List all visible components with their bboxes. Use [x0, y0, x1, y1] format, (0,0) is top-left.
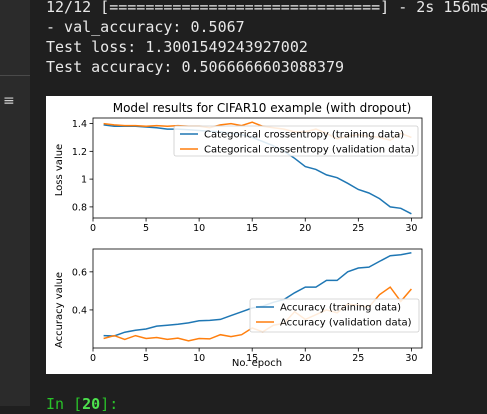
prompt-number: 20: [82, 395, 100, 413]
accuracy-axes-frame: [93, 249, 422, 348]
hamburger-menu-icon[interactable]: ≡: [3, 94, 15, 108]
accuracy-x-tick-label: 5: [143, 353, 149, 364]
chart-title: Model results for CIFAR10 example (with …: [113, 101, 412, 115]
accuracy-x-tick-label: 30: [405, 353, 417, 364]
next-input-prompt: In [20]:: [46, 394, 118, 414]
loss-x-tick-label: 30: [405, 223, 417, 234]
accuracy-y-tick-label: 0.6: [72, 267, 87, 278]
loss-y-tick-label: 1.4: [72, 119, 87, 130]
loss-subplot: 0 5 10 15 20 25 30 0.8 1 1.2 1.4 Categorical crosse…: [72, 118, 422, 234]
accuracy-x-tick-label: 10: [193, 353, 205, 364]
loss-x-tick-label: 25: [352, 223, 364, 234]
loss-x-tick-label: 5: [143, 223, 149, 234]
accuracy-x-tick-label: 0: [90, 353, 96, 364]
output-test-loss-line: Test loss: 1.3001549243927002: [46, 37, 308, 57]
loss-x-tick-label: 0: [90, 223, 96, 234]
plot-figure: Model results for CIFAR10 example (with …: [46, 96, 432, 374]
accuracy-y-tick-label: 0.4: [72, 305, 87, 316]
prompt-suffix: ]:: [100, 395, 118, 413]
output-progress-line: 12/12 [==============================] -…: [46, 0, 487, 17]
output-test-accuracy-line: Test accuracy: 0.5066666603088379: [46, 57, 344, 77]
loss-legend-entry: Categorical crossentropy (validation dat…: [204, 145, 415, 156]
prompt-prefix: In [: [46, 395, 82, 413]
loss-y-axis-label: Loss value: [54, 144, 65, 196]
loss-y-tick-label: 1.2: [72, 147, 87, 158]
loss-x-tick-label: 10: [193, 223, 205, 234]
accuracy-legend-entry: Accuracy (training data): [280, 303, 401, 314]
accuracy-subplot: 0 5 10 15 20 25 30 0.4 0.6 Accuracy (training dat…: [72, 249, 422, 364]
loss-x-tick-label: 20: [299, 223, 311, 234]
accuracy-x-tick-label: 15: [246, 353, 258, 364]
accuracy-y-axis-label: Accuracy value: [54, 272, 65, 348]
loss-legend-entry: Categorical crossentropy (training data): [204, 130, 404, 141]
accuracy-x-tick-label: 25: [352, 353, 364, 364]
accuracy-legend-entry: Accuracy (validation data): [280, 318, 412, 329]
output-val-accuracy-line: - val_accuracy: 0.5067: [46, 17, 245, 37]
plot-output: Model results for CIFAR10 example (with …: [46, 96, 432, 374]
loss-y-tick-label: 1: [81, 175, 87, 186]
gutter-divider: [0, 75, 30, 76]
loss-y-tick-label: 0.8: [72, 202, 87, 213]
accuracy-x-tick-label: 20: [299, 353, 311, 364]
left-gutter: [0, 0, 30, 406]
loss-x-tick-label: 15: [246, 223, 258, 234]
